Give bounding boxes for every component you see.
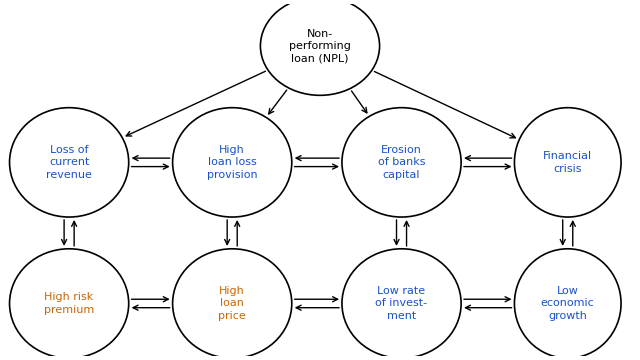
Text: Loss of
current
revenue: Loss of current revenue xyxy=(46,145,92,180)
Ellipse shape xyxy=(173,249,292,358)
Text: Low rate
of invest-
ment: Low rate of invest- ment xyxy=(376,286,428,321)
Text: High risk
premium: High risk premium xyxy=(44,292,94,315)
Ellipse shape xyxy=(515,108,621,217)
Ellipse shape xyxy=(342,108,461,217)
Ellipse shape xyxy=(10,108,129,217)
Ellipse shape xyxy=(515,249,621,358)
Ellipse shape xyxy=(173,108,292,217)
Text: High
loan loss
provision: High loan loss provision xyxy=(207,145,257,180)
Ellipse shape xyxy=(260,0,380,95)
Text: Non-
performing
loan (NPL): Non- performing loan (NPL) xyxy=(289,28,351,63)
Text: Erosion
of banks
capital: Erosion of banks capital xyxy=(378,145,426,180)
Ellipse shape xyxy=(342,249,461,358)
Text: Financial
crisis: Financial crisis xyxy=(543,151,592,174)
Text: Low
economic
growth: Low economic growth xyxy=(541,286,595,321)
Text: High
loan
price: High loan price xyxy=(218,286,246,321)
Ellipse shape xyxy=(10,249,129,358)
